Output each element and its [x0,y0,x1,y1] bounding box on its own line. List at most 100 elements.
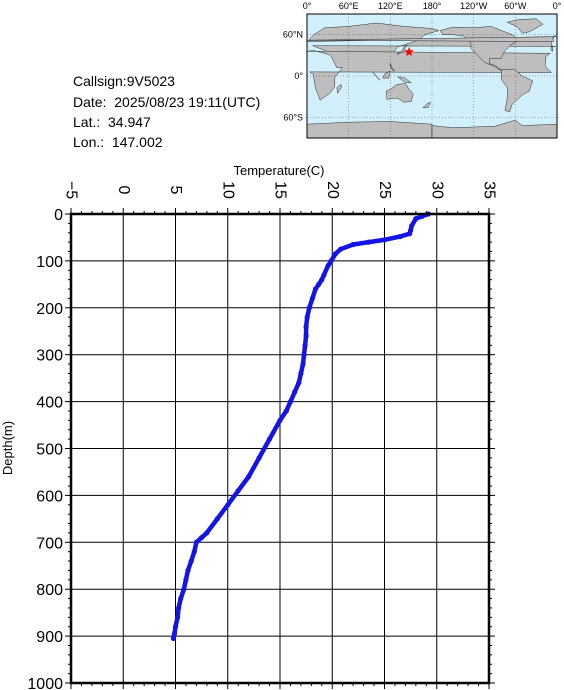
data-point [303,324,309,330]
temperature-series [170,211,431,642]
x-tick-label: 15 [272,181,289,199]
land-africa [306,50,552,101]
map-lat-label: 0° [294,71,303,81]
data-point [309,295,315,301]
y-tick-label: 300 [36,348,63,365]
x-axis-title: Temperature(C) [233,163,324,178]
data-point [312,286,319,292]
land-japan [397,44,409,55]
data-point [277,417,283,423]
y-tick-label: 400 [36,395,63,412]
data-point [300,361,306,367]
land-australia [385,83,414,103]
x-tick-label: 10 [219,181,236,199]
data-point [298,370,304,377]
data-point [191,549,197,555]
data-point [172,624,179,630]
longitude-text: Lon.: 147.002 [73,134,163,150]
data-point [181,586,187,592]
data-point [188,558,194,564]
land-south-america [501,68,533,113]
x-tick-labels: −5 0 5 10 15 20 25 30 35 [63,181,498,199]
land-madagascar [336,83,342,94]
data-point [332,251,338,257]
y-tick-label: 1000 [27,676,63,690]
data-point [246,474,252,480]
y-tick-label: 700 [36,535,63,552]
data-point [338,246,344,252]
date-text: Date: 2025/08/23 19:11(UTC) [73,94,261,110]
data-point [170,635,176,642]
temperature-line [171,211,431,641]
land-greenland [506,18,544,34]
x-tick-label: 25 [376,181,393,199]
data-point [225,502,231,508]
plot-grid [70,213,490,684]
y-tick-labels: 0 100 200 300 400 500 600 700 800 900 1000 [27,207,63,690]
data-point [316,281,322,287]
map-labels: 0° 60°E 120°E 180° 120°W 60°W 0° 60°N 0° 60°S [283,1,562,122]
temperature-profile-plot: −5 0 5 10 15 20 25 30 35 01002003004005006007008… [0,163,498,690]
data-point [266,436,273,442]
map-frame [306,13,558,139]
callsign-text: Callsign:9V5023 [73,73,175,89]
map-lon-label: 120°W [460,1,488,11]
map-lon-label: 60°E [339,1,359,11]
data-point [178,596,184,602]
data-point [366,239,372,245]
data-point [199,535,205,541]
x-tick-label: −5 [63,181,80,199]
map-lon-label: 0° [303,1,312,11]
x-tick-label: 0 [115,186,132,195]
data-point [321,272,327,278]
data-point [296,380,302,386]
data-point [381,237,388,243]
data-point [413,216,419,222]
data-point [183,577,189,583]
y-tick-label: 900 [36,629,63,646]
land-new-guinea [397,76,412,84]
plot-frame [69,212,491,685]
land-uk [308,35,557,42]
land-new-zealand [422,101,432,108]
data-point [292,389,298,395]
data-point [319,277,325,283]
y-tick-label: 200 [36,301,63,318]
location-marker-icon [404,46,414,56]
world-map: 0° 60°E 120°E 180° 120°W 60°W 0° 60°N 0° 60°S [283,1,562,139]
y-tick-label: 100 [36,254,63,271]
data-point [325,263,331,269]
map-land [306,18,558,139]
latitude-text: Lat.: 34.947 [73,114,151,130]
land-antarctica [306,121,433,139]
data-point [185,567,191,574]
data-point [176,605,182,611]
y-tick-label: 800 [36,582,63,599]
y-axis-title: Depth(m) [0,421,15,475]
map-lon-label: 180° [423,1,442,11]
data-point [302,342,308,348]
data-point [235,488,241,494]
land-indonesia-borneo [382,70,390,79]
x-tick-label: 30 [428,181,445,199]
land-sumatra [372,72,381,81]
map-lat-label: 60°S [283,112,303,122]
data-point [350,241,356,248]
data-point [407,231,413,237]
data-point [306,305,312,311]
x-tick-label: 20 [324,181,341,199]
data-point [204,530,210,536]
y-tick-label: 0 [54,207,63,224]
data-point [304,314,310,320]
data-point [328,258,334,264]
data-point [175,614,181,620]
map-lat-label: 60°N [283,30,303,40]
data-point [214,516,220,522]
data-point [256,455,262,461]
data-point [287,399,294,405]
x-tick-label: 5 [167,186,184,195]
data-point [409,223,415,229]
map-lon-label: 60°W [504,1,527,11]
x-tick-label: 35 [481,181,498,199]
